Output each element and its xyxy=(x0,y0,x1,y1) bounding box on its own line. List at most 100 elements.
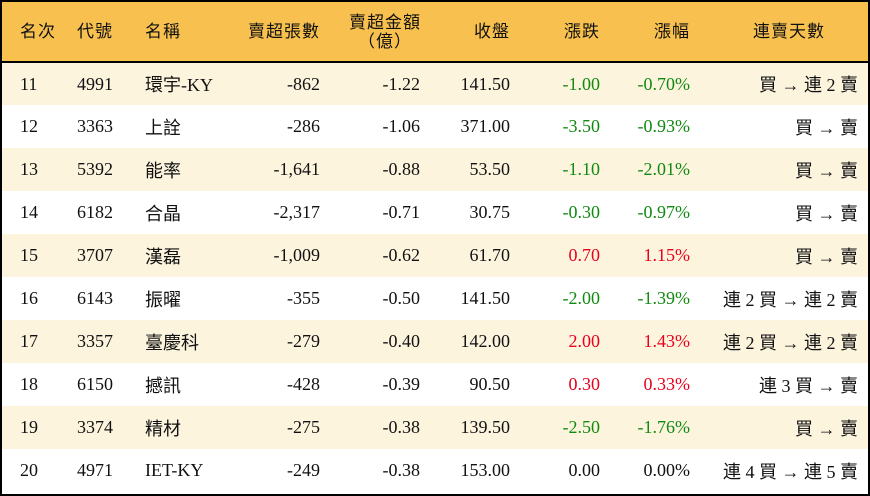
cell-rank: 14 xyxy=(20,202,38,222)
cell-amount: -0.40 xyxy=(382,331,421,351)
cell-shares: -2,317 xyxy=(273,202,321,222)
header-streak: 連賣天數 xyxy=(753,22,825,41)
cell-amount: -0.39 xyxy=(382,374,421,394)
cell-close: 142.00 xyxy=(460,331,511,351)
cell-rank: 12 xyxy=(20,116,38,136)
header-rank: 名次 xyxy=(20,22,56,41)
cell-shares: -1,009 xyxy=(273,245,321,265)
cell-name: 漢磊 xyxy=(145,246,181,267)
header-close: 收盤 xyxy=(474,22,510,41)
table-row: 17 3357 臺慶科 -279 -0.40 142.00 2.00 1.43% 連 2 買 →… xyxy=(2,320,868,363)
cell-close: 90.50 xyxy=(469,374,511,394)
cell-rank: 19 xyxy=(20,417,38,437)
cell-code: 6150 xyxy=(77,374,113,394)
cell-change: 2.00 xyxy=(568,331,601,351)
cell-rank: 20 xyxy=(20,460,38,480)
cell-name: 能率 xyxy=(145,160,181,181)
cell-code: 3357 xyxy=(77,331,113,351)
cell-code: 3707 xyxy=(77,245,113,265)
header-amount: 賣超金額 （億） xyxy=(330,2,430,62)
cell-streak: 買 → 賣 xyxy=(795,160,858,181)
cell-shares: -275 xyxy=(287,417,320,437)
cell-streak: 買 → 賣 xyxy=(795,117,858,138)
cell-shares: -279 xyxy=(287,331,320,351)
cell-pct: -2.01% xyxy=(637,159,691,179)
cell-change: -3.50 xyxy=(562,116,601,136)
table-row: 20 4971 IET-KY -249 -0.38 153.00 0.00 0.00% 連 4 … xyxy=(2,449,868,492)
table-row: 16 6143 振曜 -355 -0.50 141.50 -2.00 -1.39% 連 2 買 … xyxy=(2,277,868,320)
cell-change: 0.00 xyxy=(568,460,601,480)
cell-change: -2.50 xyxy=(562,417,601,437)
cell-code: 6143 xyxy=(77,288,113,308)
cell-change: -1.00 xyxy=(562,73,601,94)
cell-pct: 1.15% xyxy=(643,245,691,265)
cell-pct: -1.76% xyxy=(637,417,691,437)
cell-amount: -0.38 xyxy=(382,460,421,480)
cell-streak: 買 → 賣 xyxy=(795,246,858,267)
table-row: 13 5392 能率 -1,641 -0.88 53.50 -1.10 -2.01% 買 → 賣 xyxy=(2,148,868,191)
cell-name: 振曜 xyxy=(145,289,181,310)
cell-rank: 18 xyxy=(20,374,38,394)
cell-rank: 17 xyxy=(20,331,38,351)
cell-pct: 0.33% xyxy=(643,374,691,394)
cell-code: 4991 xyxy=(77,73,113,94)
cell-streak: 連 4 買 → 連 5 賣 xyxy=(723,461,858,482)
cell-pct: -0.70% xyxy=(637,73,691,94)
cell-code: 6182 xyxy=(77,202,113,222)
cell-name: 上詮 xyxy=(145,117,181,138)
cell-streak: 買 → 賣 xyxy=(795,203,858,224)
cell-shares: -286 xyxy=(287,116,320,136)
cell-pct: -1.39% xyxy=(637,288,691,308)
cell-code: 3363 xyxy=(77,116,113,136)
header-name: 名稱 xyxy=(145,22,181,41)
cell-streak: 連 2 買 → 連 2 賣 xyxy=(723,332,858,353)
cell-close: 53.50 xyxy=(469,159,511,179)
cell-shares: -428 xyxy=(287,374,320,394)
cell-change: 0.30 xyxy=(568,374,601,394)
cell-name: 合晶 xyxy=(145,203,181,224)
cell-amount: -0.50 xyxy=(382,288,421,308)
header-row: 名次 代號 名稱 賣超張數 賣超金額 （億） 收盤 漲跌 漲幅 連賣天數 xyxy=(2,2,868,62)
cell-amount: -0.62 xyxy=(382,245,421,265)
table-row: 12 3363 上詮 -286 -1.06 371.00 -3.50 -0.93% 買 → 賣 xyxy=(2,105,868,148)
cell-streak: 買 → 連 2 賣 xyxy=(759,75,858,95)
table-row: 19 3374 精材 -275 -0.38 139.50 -2.50 -1.76% 買 → 賣 xyxy=(2,406,868,449)
cell-amount: -0.38 xyxy=(382,417,421,437)
header-change: 漲跌 xyxy=(564,22,600,41)
table-row: 14 6182 合晶 -2,317 -0.71 30.75 -0.30 -0.97% 買 → 賣 xyxy=(2,191,868,234)
cell-streak: 買 → 賣 xyxy=(795,418,858,439)
cell-rank: 13 xyxy=(20,159,38,179)
cell-pct: 1.43% xyxy=(643,331,691,351)
cell-amount: -1.22 xyxy=(382,73,421,94)
cell-name: IET-KY xyxy=(145,460,204,480)
cell-close: 30.75 xyxy=(469,202,511,222)
cell-rank: 16 xyxy=(20,288,38,308)
header-shares: 賣超張數 xyxy=(248,22,320,41)
header-amount-line2: （億） xyxy=(358,31,412,51)
cell-change: -1.10 xyxy=(562,159,601,179)
cell-close: 141.50 xyxy=(460,73,511,94)
table-row: 18 6150 撼訊 -428 -0.39 90.50 0.30 0.33% 連 3 買 → 賣 xyxy=(2,363,868,406)
cell-streak: 連 3 買 → 賣 xyxy=(759,375,858,396)
cell-change: -0.30 xyxy=(562,202,601,222)
cell-change: 0.70 xyxy=(568,245,601,265)
cell-pct: -0.93% xyxy=(637,116,691,136)
header-pct: 漲幅 xyxy=(654,22,690,41)
cell-amount: -0.88 xyxy=(382,159,421,179)
header-code: 代號 xyxy=(77,22,113,41)
header-amount-line1: 賣超金額 xyxy=(349,12,421,32)
cell-shares: -355 xyxy=(287,288,320,308)
table-row: 15 3707 漢磊 -1,009 -0.62 61.70 0.70 1.15% 買 → 賣 xyxy=(2,234,868,277)
cell-shares: -862 xyxy=(287,73,320,94)
cell-amount: -0.71 xyxy=(382,202,421,222)
cell-change: -2.00 xyxy=(562,288,601,308)
cell-name: 臺慶科 xyxy=(145,332,199,353)
cell-pct: 0.00% xyxy=(643,460,691,480)
cell-close: 371.00 xyxy=(460,116,511,136)
cell-name: 撼訊 xyxy=(145,375,181,396)
cell-close: 141.50 xyxy=(460,288,511,308)
cell-name: 精材 xyxy=(145,418,181,439)
cell-shares: -1,641 xyxy=(273,159,321,179)
